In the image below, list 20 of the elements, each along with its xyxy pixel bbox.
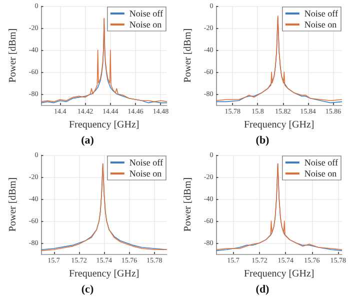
legend-label: Noise on (129, 168, 162, 178)
legend-label: Noise off (304, 8, 338, 18)
x-axis-title: Frequency [GHz] (68, 119, 140, 130)
legend-label: Noise on (304, 20, 338, 30)
text: (a) (81, 134, 94, 146)
y-axis-title: Power [dBm] (182, 177, 194, 232)
y-axis-title: Power [dBm] (182, 28, 194, 83)
y-axis-title: Power [dBm] (8, 28, 18, 83)
y-axis-title: Power [dBm] (8, 177, 18, 232)
x-axis-title: Frequency [GHz] (68, 268, 140, 280)
legend-label: Noise off (304, 158, 338, 168)
legend-label: Noise on (304, 168, 338, 178)
legend-label: Noise on (129, 20, 162, 30)
text: (b) (256, 134, 270, 146)
legend-label: Noise off (129, 8, 164, 18)
text: (d) (256, 284, 270, 296)
legend-label: Noise off (129, 158, 164, 168)
x-axis-title: Frequency [GHz] (244, 119, 314, 130)
x-axis-title: Frequency [GHz] (244, 268, 314, 280)
text: (c) (81, 284, 94, 296)
